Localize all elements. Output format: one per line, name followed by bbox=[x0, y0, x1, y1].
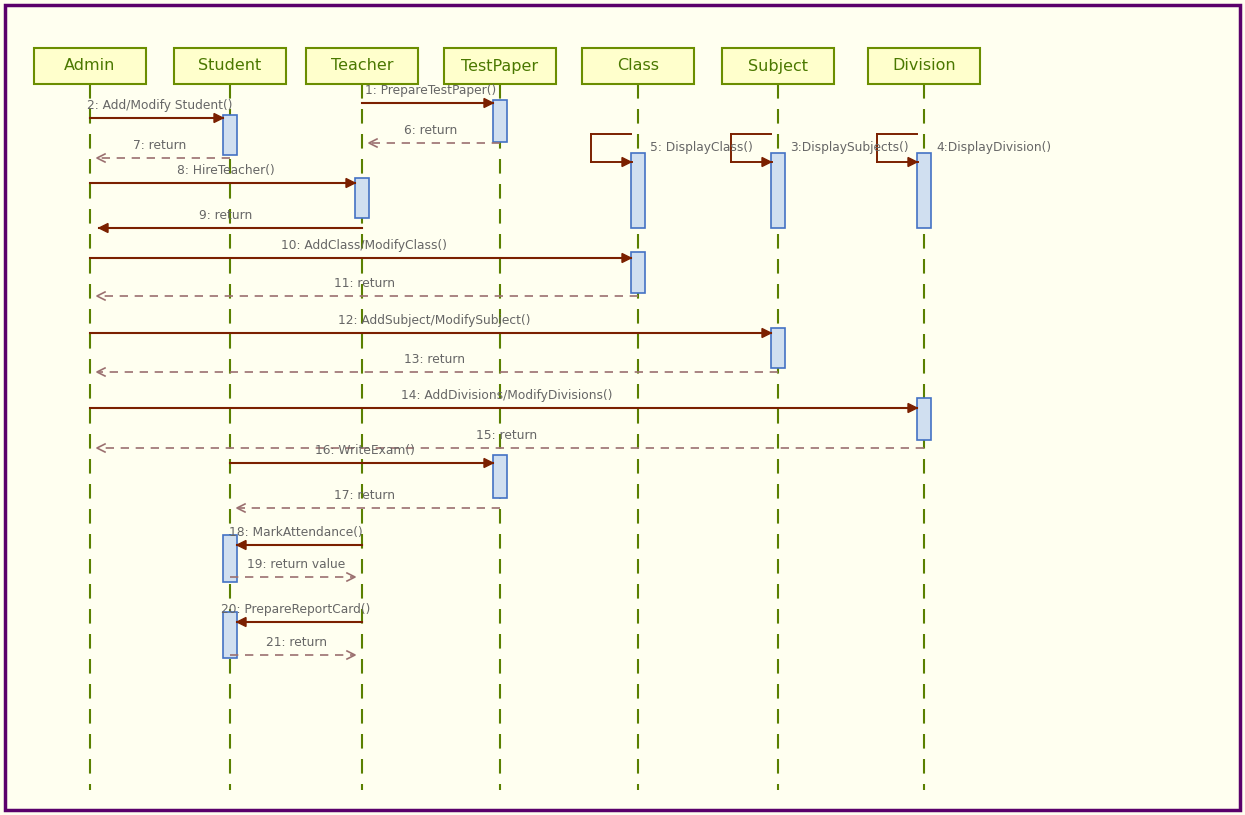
Text: 11: return: 11: return bbox=[334, 277, 395, 290]
Text: 21: return: 21: return bbox=[265, 636, 326, 649]
Bar bbox=[493, 100, 507, 142]
Text: 15: return: 15: return bbox=[477, 429, 538, 442]
Bar bbox=[223, 535, 237, 582]
Polygon shape bbox=[237, 618, 247, 627]
Text: 8: HireTeacher(): 8: HireTeacher() bbox=[177, 164, 275, 177]
Polygon shape bbox=[762, 157, 771, 166]
Polygon shape bbox=[622, 253, 631, 262]
Bar bbox=[444, 48, 557, 84]
Bar bbox=[34, 48, 146, 84]
Text: 3:DisplaySubjects(): 3:DisplaySubjects() bbox=[791, 142, 909, 155]
Bar bbox=[581, 48, 693, 84]
Text: Teacher: Teacher bbox=[331, 59, 393, 73]
Bar bbox=[868, 48, 980, 84]
Polygon shape bbox=[908, 157, 918, 166]
Bar bbox=[918, 398, 931, 440]
Text: 9: return: 9: return bbox=[199, 209, 253, 222]
Text: 1: PrepareTestPaper(): 1: PrepareTestPaper() bbox=[365, 84, 497, 97]
Text: Student: Student bbox=[198, 59, 261, 73]
Bar bbox=[918, 153, 931, 228]
Bar bbox=[355, 178, 369, 218]
Text: 5: DisplayClass(): 5: DisplayClass() bbox=[650, 142, 753, 155]
Bar bbox=[722, 48, 834, 84]
Polygon shape bbox=[346, 178, 355, 187]
Text: 18: MarkAttendance(): 18: MarkAttendance() bbox=[229, 526, 362, 539]
Polygon shape bbox=[484, 99, 493, 108]
Text: 19: return value: 19: return value bbox=[247, 558, 345, 571]
Polygon shape bbox=[214, 113, 223, 122]
Text: Class: Class bbox=[618, 59, 659, 73]
Bar bbox=[493, 455, 507, 498]
Text: 17: return: 17: return bbox=[335, 489, 396, 502]
Text: Admin: Admin bbox=[65, 59, 116, 73]
Text: Division: Division bbox=[893, 59, 956, 73]
Bar bbox=[306, 48, 418, 84]
Polygon shape bbox=[100, 223, 108, 232]
Bar bbox=[174, 48, 286, 84]
Polygon shape bbox=[484, 459, 493, 468]
Text: 13: return: 13: return bbox=[403, 353, 464, 366]
Bar bbox=[771, 328, 786, 368]
Text: 4:DisplayDivision(): 4:DisplayDivision() bbox=[936, 142, 1051, 155]
Polygon shape bbox=[762, 328, 771, 337]
Bar bbox=[223, 115, 237, 155]
Bar bbox=[631, 153, 645, 228]
Bar bbox=[771, 153, 786, 228]
Text: 6: return: 6: return bbox=[405, 124, 458, 137]
Bar bbox=[631, 252, 645, 293]
Text: 14: AddDivisions/ModifyDivisions(): 14: AddDivisions/ModifyDivisions() bbox=[401, 389, 613, 402]
Text: TestPaper: TestPaper bbox=[462, 59, 539, 73]
Text: 2: Add/Modify Student(): 2: Add/Modify Student() bbox=[87, 99, 233, 112]
Text: 16: WriteExam(): 16: WriteExam() bbox=[315, 444, 415, 457]
Polygon shape bbox=[622, 157, 631, 166]
Text: Subject: Subject bbox=[748, 59, 808, 73]
Text: 12: AddSubject/ModifySubject(): 12: AddSubject/ModifySubject() bbox=[337, 314, 530, 327]
Text: 10: AddClass/ModifyClass(): 10: AddClass/ModifyClass() bbox=[281, 239, 447, 252]
Polygon shape bbox=[237, 540, 247, 549]
Bar bbox=[223, 612, 237, 658]
Text: 20: PrepareReportCard(): 20: PrepareReportCard() bbox=[222, 603, 371, 616]
Text: 7: return: 7: return bbox=[133, 139, 187, 152]
Polygon shape bbox=[908, 403, 918, 412]
